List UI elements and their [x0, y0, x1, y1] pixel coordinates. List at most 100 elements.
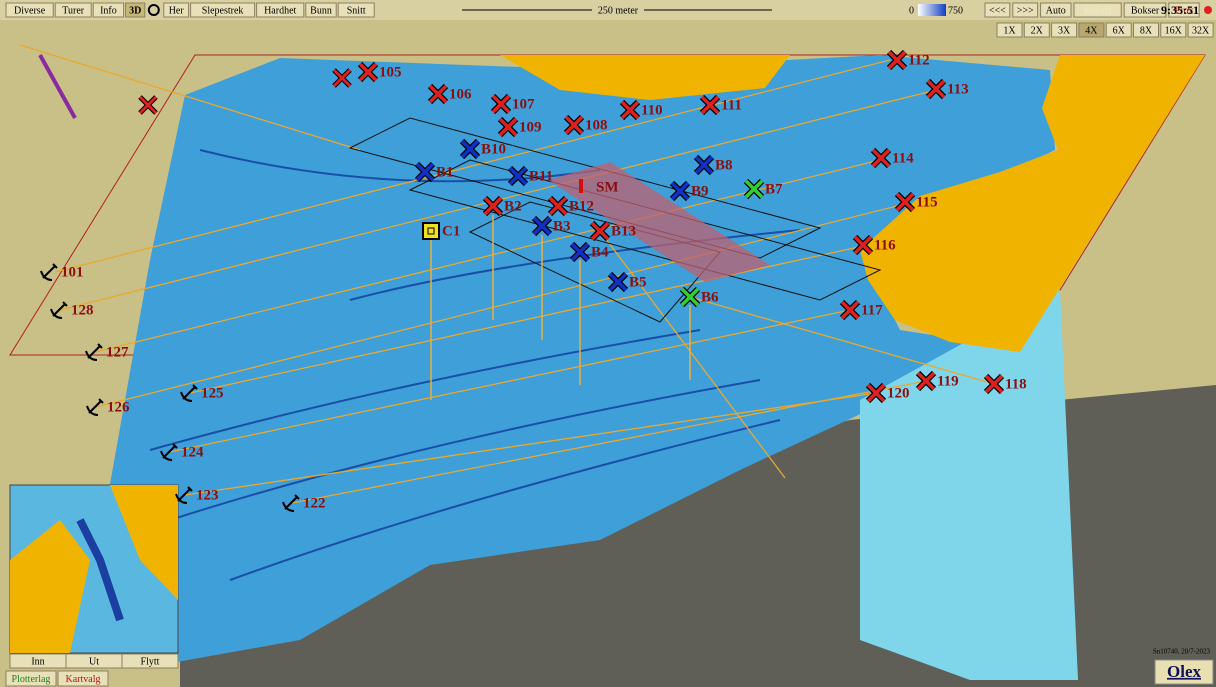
marker-x[interactable]: [590, 221, 610, 241]
zoom-button-label: 3X: [1058, 25, 1071, 36]
toolbar-button[interactable]: [256, 2, 305, 18]
marker-x[interactable]: [744, 179, 764, 199]
marker-x[interactable]: [840, 300, 860, 320]
terrain-curtain: [860, 290, 1078, 680]
target-icon: [147, 4, 160, 16]
nav-button[interactable]: [1012, 2, 1039, 18]
marker-x[interactable]: [895, 192, 915, 212]
marker-x[interactable]: [984, 374, 1004, 394]
marker-label: 113: [947, 81, 969, 97]
marker-label: 119: [937, 373, 959, 389]
toolbar-button[interactable]: [305, 2, 337, 18]
layer-tab[interactable]: [5, 670, 57, 687]
marker-x[interactable]: [916, 371, 936, 391]
zoom-button-label: 2X: [1031, 25, 1044, 36]
marker-label: 106: [449, 86, 472, 102]
marker-x[interactable]: [415, 162, 435, 182]
nav-button[interactable]: [1040, 2, 1072, 18]
north-arrow: [38, 54, 77, 119]
marker-label: 108: [585, 117, 608, 133]
marker-anchor[interactable]: [50, 301, 68, 319]
minimap-channel: [76, 518, 124, 622]
marker-label: B2: [504, 198, 522, 214]
zoom-button[interactable]: [1160, 22, 1187, 38]
marker-x[interactable]: [570, 242, 590, 262]
marker-x[interactable]: [483, 196, 503, 216]
zoom-button[interactable]: [996, 22, 1023, 38]
marker-x[interactable]: [620, 100, 640, 120]
marker-x[interactable]: [491, 94, 511, 114]
toolbar-button[interactable]: [337, 2, 375, 18]
zoom-button[interactable]: [1051, 22, 1078, 38]
marker-x[interactable]: [694, 155, 714, 175]
nav-button[interactable]: [1123, 2, 1167, 18]
marker-anchor[interactable]: [180, 384, 198, 402]
zoom-button[interactable]: [1133, 22, 1159, 38]
marker-label: 124: [181, 444, 204, 460]
nav-button-label: Prox: [1175, 5, 1194, 16]
zoom-button[interactable]: [1078, 22, 1105, 38]
marker-x[interactable]: [700, 95, 720, 115]
marker-label: 110: [641, 102, 663, 118]
zoom-button[interactable]: [1023, 22, 1050, 38]
toolbar-button[interactable]: [92, 2, 125, 18]
minimap-land: [110, 485, 178, 600]
marker-x[interactable]: [670, 181, 690, 201]
toolbar-button-label: Slepestrek: [202, 5, 244, 16]
marker-label: B9: [691, 183, 709, 199]
zoom-button[interactable]: [1105, 22, 1132, 38]
zoom-button-label: 4X: [1085, 25, 1098, 36]
track: [19, 44, 361, 151]
marker-anchor[interactable]: [40, 263, 58, 281]
marker-anchor[interactable]: [85, 343, 103, 361]
marker-x[interactable]: [887, 50, 907, 70]
track: [54, 59, 891, 273]
toolbar-button[interactable]: [125, 2, 146, 18]
toolbar-button[interactable]: [190, 2, 256, 18]
marker-x[interactable]: [608, 272, 628, 292]
toolbar-button[interactable]: [54, 2, 92, 18]
marker-x[interactable]: [564, 115, 584, 135]
track: [169, 309, 851, 453]
marker-label: 111: [721, 97, 742, 113]
marker-label: 114: [892, 150, 914, 166]
marker-x[interactable]: [460, 139, 480, 159]
marker-x[interactable]: [548, 196, 568, 216]
marker-x[interactable]: [428, 84, 448, 104]
marker-x[interactable]: [680, 287, 700, 307]
contour: [229, 419, 781, 581]
nav-button[interactable]: [984, 2, 1011, 18]
nav-button[interactable]: [1073, 2, 1122, 18]
toolbar-button-label: Diverse: [14, 5, 46, 16]
nav-button[interactable]: [1168, 2, 1200, 18]
layer-tab-label: Plotterlag: [12, 674, 51, 685]
marker-x[interactable]: [498, 117, 518, 137]
minimap-button[interactable]: [121, 653, 179, 669]
marker-anchor[interactable]: [282, 494, 300, 512]
marker-x[interactable]: [871, 148, 891, 168]
toolbar-button[interactable]: [163, 2, 190, 18]
marker-x[interactable]: [508, 166, 528, 186]
marker-square[interactable]: [422, 222, 440, 240]
marker-x[interactable]: [358, 62, 378, 82]
marker-label: 123: [196, 487, 219, 503]
sun-icon: [1204, 6, 1212, 14]
marker-label: B13: [611, 223, 636, 239]
marker-x[interactable]: [926, 79, 946, 99]
marker-anchor[interactable]: [160, 443, 178, 461]
depth-min: 0: [909, 5, 914, 16]
marker-anchor[interactable]: [86, 398, 104, 416]
track: [599, 230, 786, 479]
toolbar-button[interactable]: [5, 2, 54, 18]
zoom-button[interactable]: [1187, 22, 1214, 38]
marker-label: B7: [765, 181, 783, 197]
marker-flag[interactable]: [579, 179, 583, 193]
layer-tab[interactable]: [57, 670, 109, 687]
zoom-button-label: 6X: [1113, 25, 1126, 36]
track: [291, 380, 927, 504]
marker-x[interactable]: [532, 216, 552, 236]
marker-anchor[interactable]: [175, 486, 193, 504]
marker-x[interactable]: [853, 235, 873, 255]
marker-x[interactable]: [866, 383, 886, 403]
depth-max: 750: [948, 5, 963, 16]
